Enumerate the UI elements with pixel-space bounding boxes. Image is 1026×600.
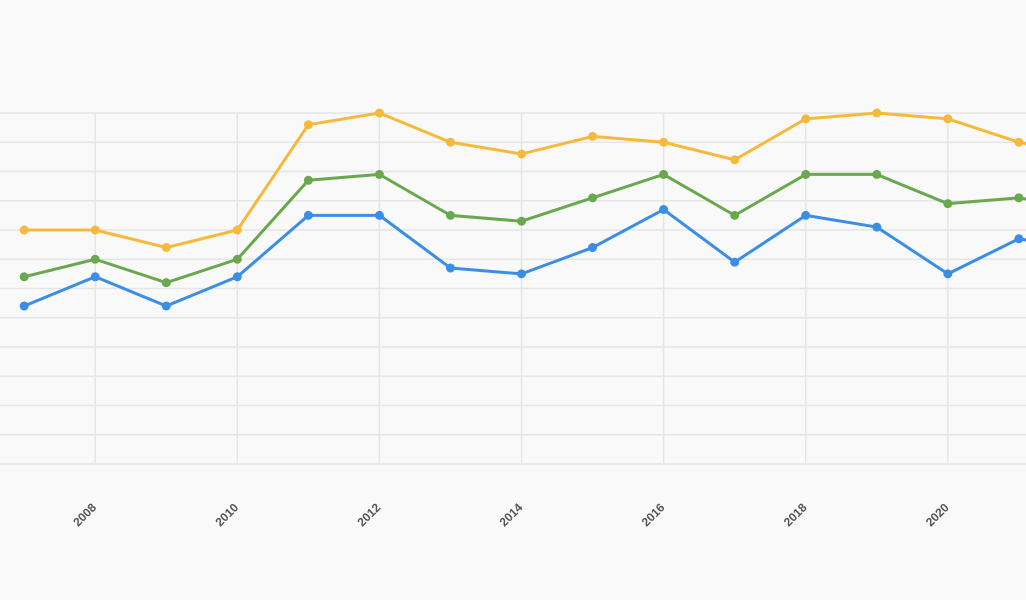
data-point-2-2014[interactable]	[517, 149, 527, 159]
data-point-1-2010[interactable]	[232, 254, 242, 264]
data-point-2-2012[interactable]	[374, 108, 384, 118]
data-point-2-2007[interactable]	[19, 225, 29, 235]
series-line-0	[22, 208, 1026, 308]
data-point-1-2008[interactable]	[90, 254, 100, 264]
series-2	[19, 108, 1026, 253]
data-point-1-2018[interactable]	[801, 169, 811, 179]
data-point-0-2020[interactable]	[943, 269, 953, 279]
data-point-2-2010[interactable]	[232, 225, 242, 235]
data-point-0-2007[interactable]	[19, 301, 29, 311]
x-tick-label: 2010	[212, 500, 241, 529]
data-point-1-2014[interactable]	[517, 216, 527, 226]
series-line-2	[22, 111, 1026, 250]
x-tick-label: 2012	[355, 500, 384, 529]
data-point-0-2012[interactable]	[374, 210, 384, 220]
data-point-2-2018[interactable]	[801, 114, 811, 124]
data-point-0-2018[interactable]	[801, 210, 811, 220]
data-point-2-2013[interactable]	[445, 137, 455, 147]
data-point-0-2016[interactable]	[659, 205, 669, 215]
series-1	[19, 169, 1026, 288]
data-point-2-2015[interactable]	[588, 131, 598, 141]
data-point-0-2014[interactable]	[517, 269, 527, 279]
data-point-1-2017[interactable]	[730, 210, 740, 220]
series-line-1	[22, 172, 1026, 285]
data-point-2-2008[interactable]	[90, 225, 100, 235]
data-point-0-2011[interactable]	[303, 210, 313, 220]
data-point-1-2009[interactable]	[161, 278, 171, 288]
data-point-1-2007[interactable]	[19, 272, 29, 282]
data-point-1-2011[interactable]	[303, 175, 313, 185]
data-point-0-2013[interactable]	[445, 263, 455, 273]
data-point-2-2011[interactable]	[303, 120, 313, 130]
data-point-0-2008[interactable]	[90, 272, 100, 282]
x-tick-label: 2018	[781, 500, 810, 529]
data-point-1-2016[interactable]	[659, 169, 669, 179]
series-0	[19, 205, 1026, 311]
data-point-0-2019[interactable]	[872, 222, 882, 232]
data-point-1-2012[interactable]	[374, 169, 384, 179]
data-point-2-2017[interactable]	[730, 155, 740, 165]
data-point-1-2019[interactable]	[872, 169, 882, 179]
data-point-0-2021[interactable]	[1014, 234, 1024, 244]
data-point-1-2013[interactable]	[445, 210, 455, 220]
series-layer	[19, 108, 1026, 311]
x-tick-label: 2008	[70, 500, 99, 529]
data-point-1-2020[interactable]	[943, 199, 953, 209]
data-point-2-2021[interactable]	[1014, 137, 1024, 147]
data-point-0-2010[interactable]	[232, 272, 242, 282]
data-point-0-2015[interactable]	[588, 243, 598, 253]
data-point-0-2009[interactable]	[161, 301, 171, 311]
x-tick-label: 2016	[639, 500, 668, 529]
x-axis: 2008 2010 2012 2014 2016 2018 2020	[70, 500, 952, 529]
grid	[0, 112, 1026, 465]
x-tick-label: 2020	[923, 500, 952, 529]
data-point-2-2016[interactable]	[659, 137, 669, 147]
x-tick-label: 2014	[497, 500, 526, 529]
data-point-1-2015[interactable]	[588, 193, 598, 203]
data-point-0-2017[interactable]	[730, 257, 740, 267]
data-point-2-2020[interactable]	[943, 114, 953, 124]
data-point-1-2021[interactable]	[1014, 193, 1024, 203]
data-point-2-2019[interactable]	[872, 108, 882, 118]
data-point-2-2009[interactable]	[161, 243, 171, 253]
